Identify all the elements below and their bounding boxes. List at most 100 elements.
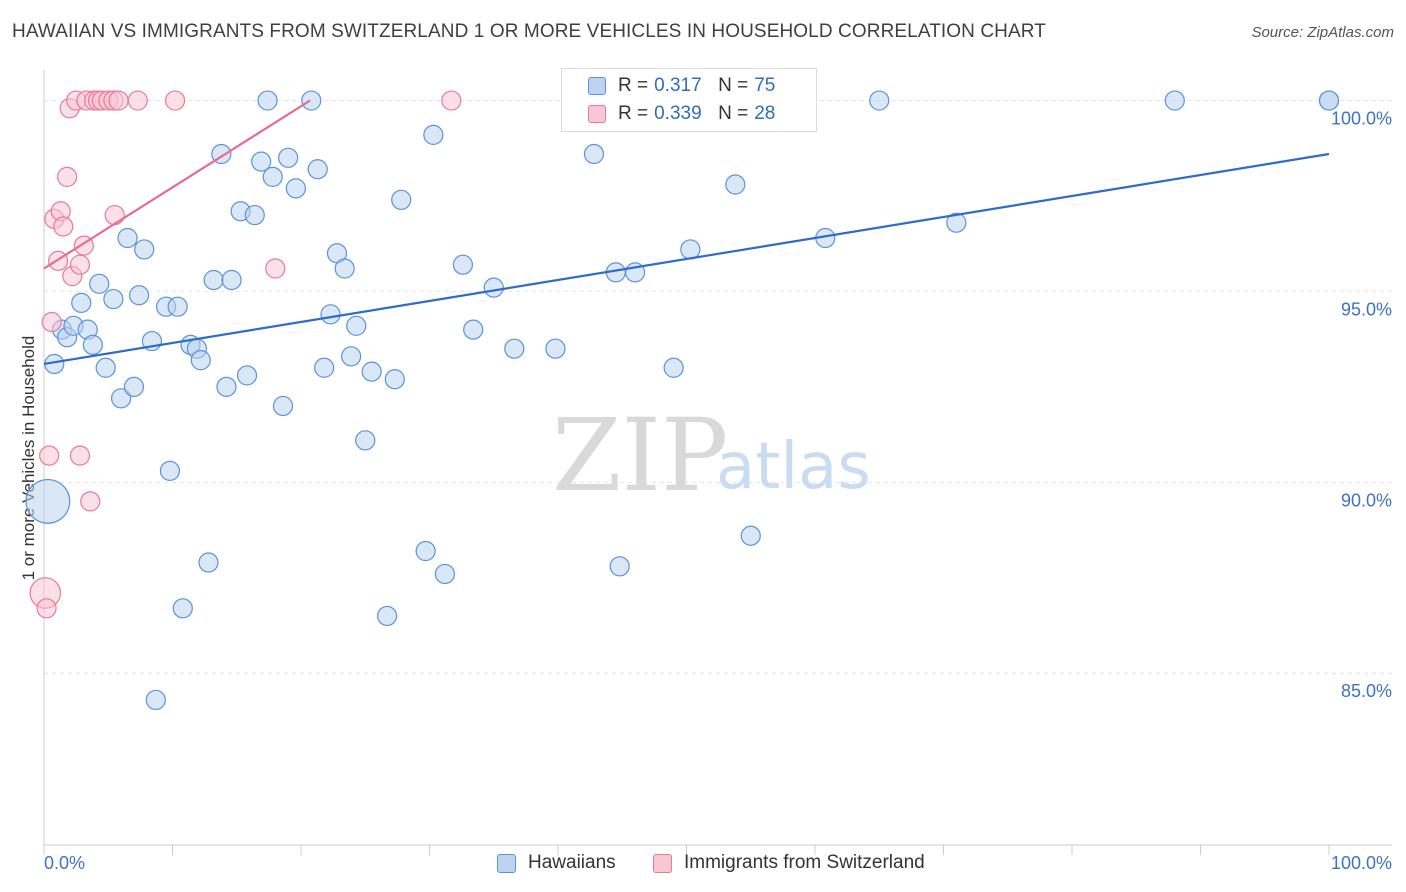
hawaiian-point: [117, 227, 138, 249]
y-axis-label: 1 or more Vehicles in Household: [19, 336, 38, 581]
hawaiian-point: [257, 90, 278, 111]
n-label: N =: [718, 75, 749, 96]
watermark: ZIP atlas: [552, 397, 871, 514]
hawaiian-point: [301, 90, 322, 111]
r-label: R =: [618, 75, 649, 96]
switzerland-point: [57, 166, 78, 187]
hawaiian-point: [663, 357, 684, 378]
hawaiian-point: [376, 605, 398, 627]
switzerland-point: [441, 90, 462, 111]
hawaiian-point: [167, 296, 188, 317]
hawaiian-point: [314, 357, 335, 378]
switzerland-point: [36, 598, 57, 619]
y-tick-label: 95.0%: [1341, 299, 1392, 319]
hawaiian-point: [545, 338, 566, 359]
n-value: 75: [754, 75, 776, 96]
hawaiian-point: [25, 478, 71, 524]
legend-item-switzerland[interactable]: Immigrants from Switzerland: [653, 852, 925, 874]
switzerland-trend-line: [43, 99, 311, 270]
hawaiian-point: [415, 540, 436, 562]
switzerland-point: [69, 445, 91, 466]
hawaiian-point: [1164, 90, 1185, 111]
y-tick-label: 85.0%: [1341, 681, 1392, 701]
hawaiian-point: [172, 598, 193, 619]
trend-lines: [43, 99, 1330, 366]
hawaiian-point: [128, 285, 150, 306]
stats-box: R = 0.317 N = 75 R = 0.339 N = 28: [561, 68, 817, 132]
hawaiian-point: [89, 273, 110, 294]
hawaiian-point: [869, 90, 890, 111]
hawaiian-point: [145, 689, 166, 711]
data-points: [25, 90, 1340, 711]
legend-swatch-switzerland: [653, 853, 672, 873]
n-label: N =: [718, 103, 749, 124]
hawaiian-point: [361, 361, 382, 382]
hawaiian-point: [198, 552, 219, 573]
legend-swatch-hawaiians: [497, 853, 516, 873]
hawaiian-point: [251, 151, 272, 172]
switzerland-swatch: [588, 105, 606, 123]
hawaiian-point: [483, 277, 504, 298]
hawaiian-point: [423, 124, 444, 146]
hawaiian-point: [583, 143, 605, 165]
hawaiian-point: [341, 346, 362, 367]
hawaiian-point: [452, 254, 474, 275]
y-tick-label: 90.0%: [1341, 490, 1392, 510]
hawaiian-point: [334, 258, 355, 279]
hawaiian-point: [272, 395, 294, 417]
hawaiian-point: [159, 460, 181, 481]
hawaiian-point: [740, 525, 761, 546]
gridlines: [44, 100, 1392, 674]
x-tick-label-left: 0.0%: [44, 853, 85, 873]
switzerland-point: [265, 258, 286, 279]
hawaiian-point: [1318, 90, 1340, 111]
r-label: R =: [618, 103, 649, 124]
legend-item-hawaiians[interactable]: Hawaiians: [497, 852, 616, 874]
hawaiian-point: [221, 269, 242, 291]
hawaiian-point: [110, 388, 132, 409]
switzerland-point: [53, 216, 74, 237]
switzerland-point: [39, 445, 60, 466]
hawaiian-point: [320, 304, 341, 325]
switzerland-point: [108, 90, 129, 111]
hawaiian-point: [71, 292, 92, 313]
hawaiian-point: [384, 369, 405, 390]
legend-label-hawaiians: Hawaiians: [528, 852, 616, 873]
hawaiian-point: [725, 174, 746, 195]
watermark-zip: ZIP: [552, 397, 728, 514]
watermark-atlas: atlas: [716, 430, 871, 504]
stats-row-switzerland: R = 0.339 N = 28: [588, 100, 775, 128]
switzerland-point: [164, 90, 186, 111]
hawaiian-point: [680, 239, 701, 260]
switzerland-point: [41, 311, 62, 333]
switzerland-point: [69, 254, 91, 275]
switzerland-point: [104, 204, 125, 226]
legend-label-switzerland: Immigrants from Switzerland: [684, 852, 925, 873]
hawaiian-point: [434, 563, 456, 585]
switzerland-point: [80, 491, 101, 512]
hawaiian-point: [262, 166, 283, 187]
n-value: 28: [754, 103, 776, 124]
hawaiian-point: [190, 350, 211, 371]
hawaiian-point: [609, 556, 630, 577]
hawaiian-point: [103, 288, 124, 310]
hawaiian-point: [278, 147, 299, 168]
hawaiian-point: [95, 357, 116, 378]
y-tick-labels: 100.0% 95.0% 90.0% 85.0%: [1331, 109, 1392, 702]
stats-row-hawaiians: R = 0.317 N = 75: [588, 72, 775, 100]
hawaiian-point: [244, 204, 265, 226]
hawaiian-point: [134, 239, 155, 260]
hawaiian-point: [391, 189, 412, 210]
y-tick-label: 100.0%: [1331, 109, 1392, 129]
x-tick-label-right: 100.0%: [1331, 853, 1392, 873]
hawaiians-trend-line: [43, 152, 1330, 366]
hawaiian-point: [285, 178, 306, 199]
hawaiian-point: [216, 376, 237, 397]
switzerland-point: [127, 90, 148, 111]
hawaiian-point: [123, 376, 145, 397]
hawaiian-point: [355, 430, 376, 451]
x-ticks: [43, 845, 1330, 855]
hawaiian-point: [307, 159, 328, 180]
hawaiian-point: [346, 315, 367, 336]
